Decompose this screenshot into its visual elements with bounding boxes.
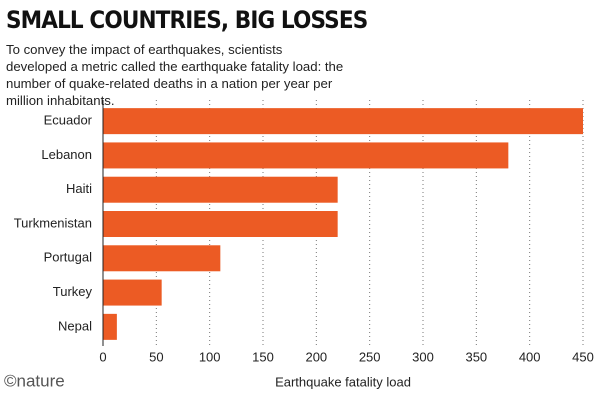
bar: [103, 211, 338, 237]
x-tick-label: 300: [412, 349, 434, 364]
y-tick-label: Turkey: [53, 284, 93, 299]
bar: [103, 176, 338, 203]
bar: [103, 313, 117, 340]
x-tick-label: 200: [305, 349, 327, 364]
y-tick-label: Turkmenistan: [14, 215, 92, 230]
bar: [103, 279, 162, 306]
x-tick-label: 450: [572, 349, 594, 364]
x-tick-label: 0: [99, 349, 106, 364]
bar: [103, 245, 221, 272]
x-tick-label: 150: [252, 349, 274, 364]
y-tick-label: Lebanon: [41, 147, 92, 162]
bar: [103, 142, 509, 169]
y-tick-label: Haiti: [66, 181, 92, 196]
bar: [103, 108, 583, 135]
source: ©nature: [4, 371, 65, 390]
y-tick-label: Nepal: [58, 318, 92, 333]
x-tick-label: 50: [149, 349, 163, 364]
x-tick-label: 400: [519, 349, 541, 364]
x-tick-label: 350: [465, 349, 487, 364]
y-tick-label: Portugal: [44, 250, 93, 265]
x-tick-label: 250: [359, 349, 381, 364]
x-axis-title: Earthquake fatality load: [275, 374, 411, 389]
chart-subtitle: To convey the impact of earthquakes, sci…: [6, 42, 344, 108]
x-tick-label: 100: [199, 349, 221, 364]
y-tick-label: Ecuador: [44, 113, 93, 128]
chart-title: SMALL COUNTRIES, BIG LOSSES: [6, 6, 368, 34]
